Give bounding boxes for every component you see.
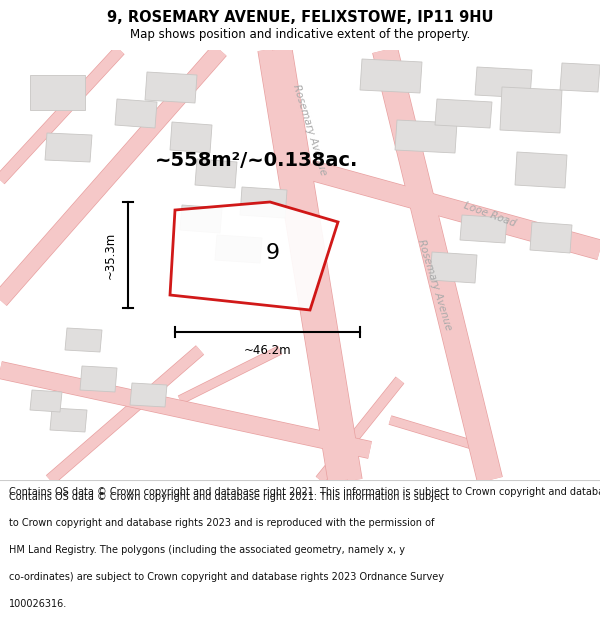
Text: 9, ROSEMARY AVENUE, FELIXSTOWE, IP11 9HU: 9, ROSEMARY AVENUE, FELIXSTOWE, IP11 9HU — [107, 10, 493, 25]
Text: co-ordinates) are subject to Crown copyright and database rights 2023 Ordnance S: co-ordinates) are subject to Crown copyr… — [9, 572, 444, 582]
Text: Rosemary Avenue: Rosemary Avenue — [416, 238, 454, 332]
Polygon shape — [80, 366, 117, 392]
Text: 9: 9 — [266, 242, 280, 262]
Polygon shape — [145, 72, 197, 103]
Text: Contains OS data © Crown copyright and database right 2021. This information is : Contains OS data © Crown copyright and d… — [9, 492, 449, 502]
Text: ~46.2m: ~46.2m — [244, 344, 292, 356]
Polygon shape — [530, 222, 572, 253]
Text: Looe Road: Looe Road — [463, 201, 517, 229]
Polygon shape — [115, 99, 157, 128]
Text: Rosemary Avenue: Rosemary Avenue — [292, 83, 329, 177]
Polygon shape — [475, 67, 532, 98]
Polygon shape — [170, 202, 338, 310]
Polygon shape — [360, 59, 422, 93]
Polygon shape — [430, 252, 477, 283]
Polygon shape — [195, 159, 237, 188]
Polygon shape — [65, 328, 102, 352]
Polygon shape — [180, 205, 222, 233]
Text: HM Land Registry. The polygons (including the associated geometry, namely x, y: HM Land Registry. The polygons (includin… — [9, 545, 405, 555]
Polygon shape — [240, 187, 287, 218]
Polygon shape — [460, 215, 507, 243]
Text: Contains OS data © Crown copyright and database right 2021. This information is : Contains OS data © Crown copyright and d… — [9, 488, 600, 498]
Polygon shape — [560, 63, 600, 92]
Polygon shape — [30, 390, 62, 412]
Text: to Crown copyright and database rights 2023 and is reproduced with the permissio: to Crown copyright and database rights 2… — [9, 518, 434, 528]
Polygon shape — [395, 120, 457, 153]
Polygon shape — [130, 383, 167, 407]
Text: ~558m²/~0.138ac.: ~558m²/~0.138ac. — [155, 151, 358, 169]
Text: Map shows position and indicative extent of the property.: Map shows position and indicative extent… — [130, 28, 470, 41]
Polygon shape — [215, 235, 262, 263]
Polygon shape — [500, 87, 562, 133]
Polygon shape — [50, 408, 87, 432]
Polygon shape — [435, 99, 492, 128]
Polygon shape — [30, 75, 85, 110]
Polygon shape — [45, 133, 92, 162]
Polygon shape — [515, 152, 567, 188]
Text: 100026316.: 100026316. — [9, 599, 67, 609]
Polygon shape — [170, 122, 212, 153]
Text: ~35.3m: ~35.3m — [104, 231, 116, 279]
